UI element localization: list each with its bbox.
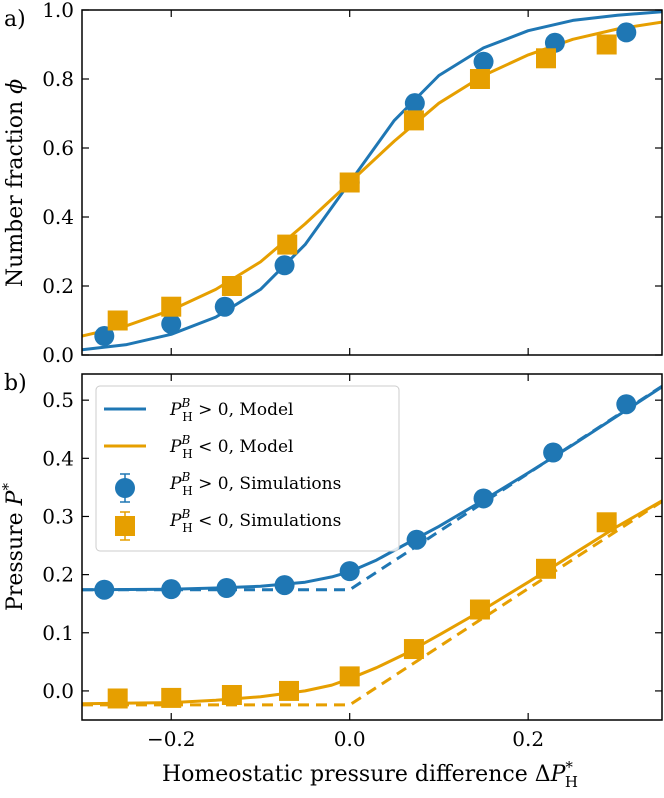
- panel-b-point-circle: [94, 579, 115, 600]
- panel-b-point-circle: [473, 488, 494, 509]
- panel-a: 0.0 0.2 0.4 0.6 0.8 1.0 a) Number fraction ϕ: [3, 0, 663, 367]
- panel-a-point-circle: [473, 51, 494, 72]
- panel-a-point-circle: [404, 93, 425, 114]
- panel-b-point-square: [403, 639, 424, 660]
- panel-b-ytick-label: 0.0: [42, 679, 74, 703]
- panel-a-point-circle: [616, 22, 637, 43]
- panel-a-ytick-label: 0.0: [42, 343, 74, 367]
- panel-b-point-square: [469, 599, 490, 620]
- panel-a-series-orange-line: [82, 20, 662, 338]
- panel-b-point-square: [596, 512, 617, 533]
- panel-a-point-circle: [94, 326, 115, 347]
- panel-a-point-square: [339, 172, 360, 193]
- panel-a-point-circle: [161, 313, 182, 334]
- panel-b-ylabel: Pressure P*: [0, 483, 28, 611]
- panel-a-label: a): [4, 7, 26, 32]
- panel-a-ytick-label: 0.8: [42, 67, 74, 91]
- panel-a-ytick-label: 0.2: [42, 274, 74, 298]
- legend: PB H > 0, Model PB H < 0, Model PB H > 0, S…: [95, 385, 400, 552]
- panel-b-ytick-label: 0.3: [42, 504, 74, 528]
- panel-b-xtick-label: 0.2: [512, 727, 544, 751]
- panel-b-xlabel: Homeostatic pressure difference ΔP* H: [162, 758, 578, 791]
- legend-text-orange-model: PB H < 0, Model: [169, 433, 293, 461]
- panel-b-point-circle: [543, 442, 564, 463]
- panel-b-point-square: [279, 680, 300, 701]
- panel-a-point-circle: [274, 255, 295, 276]
- panel-a-ytick-label: 0.6: [42, 136, 74, 160]
- panel-b-point-circle: [161, 579, 182, 600]
- panel-b-point-circle: [339, 561, 360, 582]
- panel-a-point-square: [277, 234, 298, 255]
- panel-b-ytick-label: 0.4: [42, 446, 74, 470]
- panel-b-series: [82, 384, 662, 709]
- legend-marker-square: [115, 511, 135, 541]
- panel-a-point-square: [107, 310, 128, 331]
- panel-b-point-square: [536, 558, 556, 579]
- panel-a-series-blue-line: [82, 10, 662, 352]
- panel-a-point-circle: [544, 32, 565, 53]
- panel-a-ytick-label: 1.0: [42, 0, 74, 22]
- panel-a-point-square: [221, 276, 242, 296]
- panel-a-point-square: [536, 48, 556, 69]
- legend-text-blue-sim: PB H > 0, Simulations: [169, 470, 341, 498]
- panel-a-ylabel: Number fraction ϕ: [3, 79, 28, 287]
- panel-b-ticks: −0.2 0.0 0.2 0.0 0.1 0.2 0.3 0.4 0.5: [42, 374, 662, 751]
- panel-b: −0.2 0.0 0.2 0.0 0.1 0.2 0.3 0.4 0.5 b) Pressure…: [0, 371, 663, 791]
- panel-a-series: [82, 10, 662, 352]
- panel-a-point-square: [469, 69, 490, 89]
- panel-a-point-square: [403, 110, 424, 131]
- panel-b-point-square: [221, 684, 242, 705]
- panel-a-frame: [81, 9, 663, 356]
- panel-a-point-square: [596, 34, 617, 55]
- panel-b-point-square: [161, 687, 182, 708]
- legend-text-orange-sim: PB H < 0, Simulations: [169, 507, 341, 535]
- panel-b-xtick-label: 0.0: [334, 727, 366, 751]
- panel-b-ytick-label: 0.2: [42, 563, 74, 587]
- legend-box: [95, 385, 400, 552]
- panel-b-point-square: [107, 688, 128, 709]
- legend-marker-circle: [115, 473, 135, 503]
- panel-a-point-square: [161, 296, 182, 317]
- legend-text-blue-model: PB H > 0, Model: [169, 396, 293, 424]
- panel-b-xtick-label: −0.2: [147, 727, 196, 751]
- panel-b-frame: [81, 373, 663, 721]
- panel-b-point-square: [339, 666, 360, 687]
- panel-b-label: b): [4, 371, 27, 396]
- panel-b-point-circle: [616, 394, 637, 415]
- panel-b-ytick-label: 0.5: [42, 388, 74, 412]
- panel-b-point-circle: [406, 529, 427, 550]
- panel-b-ytick-label: 0.1: [42, 621, 74, 645]
- panel-b-point-circle: [274, 575, 295, 596]
- panel-a-ytick-label: 0.4: [42, 205, 74, 229]
- panel-b-point-circle: [216, 577, 237, 598]
- panel-a-point-circle: [214, 296, 235, 317]
